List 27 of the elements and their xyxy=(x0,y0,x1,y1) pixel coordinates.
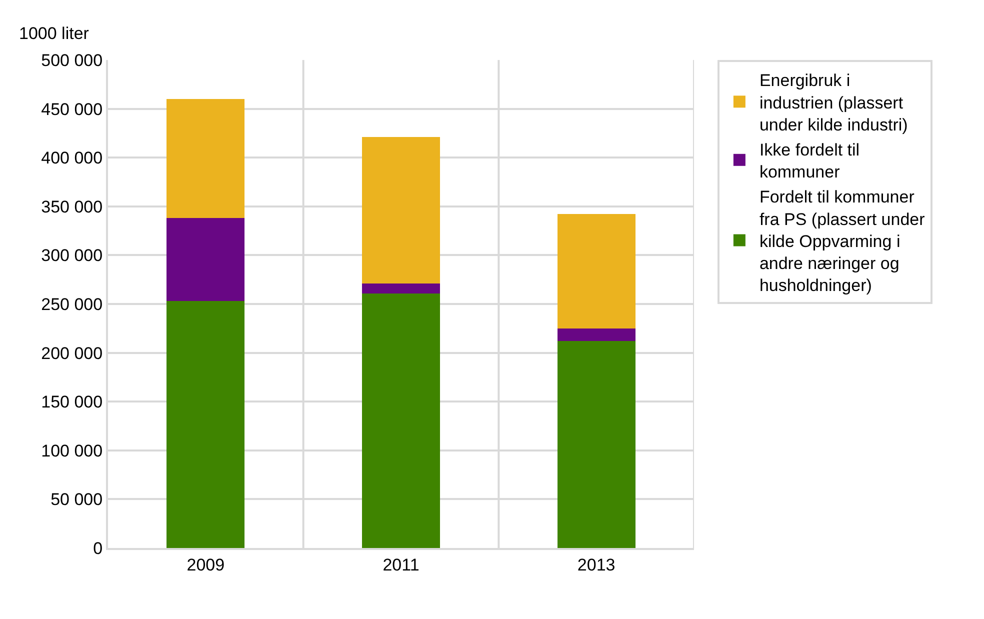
bar xyxy=(166,301,245,548)
y-tick-label: 500 000 xyxy=(41,50,103,70)
bar xyxy=(166,99,245,218)
legend-label: Energibruk i industrien (plassert under kilde industri) xyxy=(759,71,908,134)
y-tick-label: 200 000 xyxy=(41,344,103,363)
x-tick-label: 2009 xyxy=(186,555,225,574)
y-tick-label: 150 000 xyxy=(41,392,103,412)
y-tick-label: 0 xyxy=(93,538,103,558)
bar xyxy=(557,341,636,548)
bar xyxy=(362,284,440,294)
y-axis-title: 1000 liter xyxy=(19,24,90,43)
x-tick-label: 2011 xyxy=(382,555,420,574)
bar xyxy=(557,214,636,328)
legend-label: Fordelt til kommuner fra PS (plassert under kilde Oppvarming i andre næringer og husholdninger) xyxy=(759,188,926,296)
y-tick-label: 450 000 xyxy=(41,100,103,119)
bar xyxy=(362,293,440,548)
y-tick-label: 400 000 xyxy=(41,148,103,168)
y-tick-label: 100 000 xyxy=(41,441,103,460)
bar xyxy=(166,218,245,302)
x-tick-label: 2013 xyxy=(577,555,616,574)
bar xyxy=(362,137,440,284)
y-tick-label: 50 000 xyxy=(50,490,103,510)
y-tick-label: 300 000 xyxy=(41,246,103,266)
y-tick-label: 250 000 xyxy=(41,294,103,314)
bar xyxy=(557,328,636,342)
y-tick-label: 350 000 xyxy=(41,197,103,216)
legend-label: Ikke fordelt til kommuner xyxy=(759,140,860,182)
